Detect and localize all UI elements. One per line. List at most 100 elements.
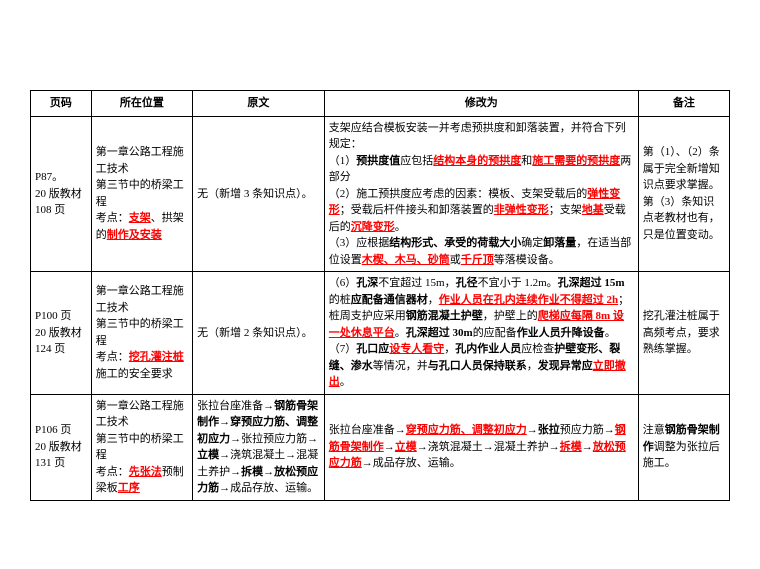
th-revised: 修改为 [324, 91, 638, 117]
rev-bold: 孔深超过 15m [558, 277, 625, 289]
page-text: 20 版教材 [35, 188, 82, 200]
rev-text: → [527, 424, 538, 436]
page-text: 20 版教材 [35, 441, 82, 453]
rev-text: （3）应根据 [329, 237, 390, 249]
loc-text: 考点： [96, 351, 129, 363]
cell-location: 第一章公路工程施工技术 第三节中的桥梁工程 考点：挖孔灌注桩施工的安全要求 [91, 272, 192, 395]
orig-bold: 拆模 [241, 466, 263, 478]
rev-bold: 孔深超过 30m [406, 327, 473, 339]
th-location: 所在位置 [91, 91, 192, 117]
rev-text: 。 [340, 376, 351, 388]
loc-highlight: 工序 [118, 482, 140, 494]
cell-original: 无（新增 2 条知识点）。 [193, 272, 325, 395]
loc-text: 第三节中的桥梁工程 [96, 179, 184, 208]
rev-text: 不宜小于 1.2m。 [478, 277, 558, 289]
rev-bold: 发现异常应 [538, 360, 593, 372]
rev-highlight: 结构本身的预拱度 [433, 155, 521, 167]
loc-highlight: 挖孔灌注桩 [129, 351, 184, 363]
rev-bold: 作业人员升降设备 [517, 327, 605, 339]
cell-original: 张拉台座准备→钢筋骨架制作→穿预应力筋、调整初应力→张拉预应力筋→立模→浇筑混凝… [193, 394, 325, 500]
cell-note: 注意钢筋骨架制作调整为张拉后施工。 [638, 394, 729, 500]
loc-highlight: 制作及安装 [107, 229, 162, 241]
rev-highlight: 作业人员在孔内连续作业不得超过 2h [439, 294, 618, 306]
cell-note: 第（1）、（2）条属于完全新增知识点要求掌握。第（3）条知识点老教材也有，只是位… [638, 116, 729, 272]
rev-text: 。 [395, 221, 406, 233]
rev-text: 的桩 [329, 294, 351, 306]
cell-original: 无（新增 3 条知识点）。 [193, 116, 325, 272]
note-text: 挖孔灌注桩属于高频考点，要求熟练掌握。 [643, 310, 720, 355]
rev-bold: 结构形式、承受的荷载大小 [389, 237, 521, 249]
loc-highlight: 支架 [129, 212, 151, 224]
rev-text: 等情况，并 [373, 360, 428, 372]
cell-revised: 张拉台座准备→穿预应力筋、调整初应力→张拉预应力筋→钢筋骨架制作→立模→浇筑混凝… [324, 394, 638, 500]
page-text: P87。 [35, 171, 63, 183]
rev-text: ， [527, 360, 538, 372]
rev-text: 应检查 [521, 343, 554, 355]
rev-bold: 与孔口人员保持联系 [428, 360, 527, 372]
rev-text: 的应配备 [473, 327, 517, 339]
th-original: 原文 [193, 91, 325, 117]
rev-text: 张拉台座准备→ [329, 424, 406, 436]
rev-text: （1） [329, 155, 357, 167]
loc-highlight: 先张法 [129, 466, 162, 478]
table-row: P100 页 20 版教材 124 页 第一章公路工程施工技术 第三节中的桥梁工… [31, 272, 730, 395]
page-text: 131 页 [35, 457, 65, 469]
loc-text: 考点： [96, 466, 129, 478]
change-table: 页码 所在位置 原文 修改为 备注 P87。 20 版教材 108 页 第一章公… [30, 90, 730, 501]
loc-text: 第三节中的桥梁工程 [96, 318, 184, 347]
rev-highlight: 沉降变形 [351, 221, 395, 233]
cell-revised: 支架应结合模板安装一并考虑预拱度和卸落装置，并符合下列规定： （1）预拱度值应包… [324, 116, 638, 272]
rev-highlight: 地基 [582, 204, 604, 216]
table-header-row: 页码 所在位置 原文 修改为 备注 [31, 91, 730, 117]
cell-page: P106 页 20 版教材 131 页 [31, 394, 92, 500]
rev-text: 等落模设备。 [494, 254, 560, 266]
note-text: 调整为张拉后施工。 [643, 441, 720, 470]
rev-highlight: 拆模 [560, 441, 582, 453]
rev-text: 。 [605, 327, 616, 339]
rev-highlight: 穿预应力筋、调整初应力 [406, 424, 527, 436]
page-text: 20 版教材 [35, 327, 82, 339]
note-text: 第（1）、（2）条属于完全新增知识点要求掌握。第（3）条知识点老教材也有，只是位… [643, 146, 720, 241]
rev-text: 确定 [521, 237, 543, 249]
rev-text: → [384, 441, 395, 453]
rev-bold: 孔口应 [356, 343, 389, 355]
loc-text: 施工的安全要求 [96, 368, 173, 380]
rev-highlight: 千斤顶 [461, 254, 494, 266]
cell-location: 第一章公路工程施工技术 第三节中的桥梁工程 考点：先张法预制梁板工序 [91, 394, 192, 500]
rev-bold: 孔深 [356, 277, 378, 289]
loc-text: 第三节中的桥梁工程 [96, 433, 184, 462]
orig-text: 无（新增 2 条知识点）。 [197, 327, 313, 339]
loc-text: 第一章公路工程施工技术 [96, 400, 184, 429]
rev-text: ，护壁上的 [483, 310, 538, 322]
rev-text: ；受载后杆件接头和卸落装置的 [340, 204, 494, 216]
cell-location: 第一章公路工程施工技术 第三节中的桥梁工程 考点：支架、拱架的制作及安装 [91, 116, 192, 272]
cell-page: P100 页 20 版教材 124 页 [31, 272, 92, 395]
loc-text: 第一章公路工程施工技术 [96, 146, 184, 175]
rev-text: 支架应结合模板安装一并考虑预拱度和卸落装置，并符合下列规定： [329, 122, 626, 151]
rev-text: 或 [450, 254, 461, 266]
rev-text: →成品存放、运输。 [362, 457, 461, 469]
page-text: P106 页 [35, 424, 71, 436]
rev-text: 应包括 [400, 155, 433, 167]
rev-highlight: 施工需要的预拱度 [532, 155, 620, 167]
loc-text: 第一章公路工程施工技术 [96, 285, 184, 314]
page-text: 124 页 [35, 343, 65, 355]
rev-text: ， [428, 294, 439, 306]
rev-text: （2）施工预拱度应考虑的因素：模板、支架受载后的 [329, 188, 588, 200]
rev-bold: 预拱度值 [356, 155, 400, 167]
rev-bold: 孔径 [456, 277, 478, 289]
cell-page: P87。 20 版教材 108 页 [31, 116, 92, 272]
orig-text: →成品存放、运输。 [219, 482, 318, 494]
cell-note: 挖孔灌注桩属于高频考点，要求熟练掌握。 [638, 272, 729, 395]
rev-bold: 卸落量 [543, 237, 576, 249]
rev-text: （7） [329, 343, 357, 355]
rev-text: 预应力筋→ [560, 424, 615, 436]
rev-text: 和 [521, 155, 532, 167]
note-text: 注意 [643, 424, 665, 436]
rev-text: 不宜超过 15m， [378, 277, 455, 289]
rev-highlight: 设专人看守 [389, 343, 444, 355]
orig-text: → [219, 416, 230, 428]
rev-text: （6） [329, 277, 357, 289]
page-text: 108 页 [35, 204, 65, 216]
rev-highlight: 非弹性变形 [494, 204, 549, 216]
